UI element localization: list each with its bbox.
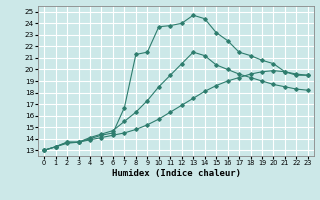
X-axis label: Humidex (Indice chaleur): Humidex (Indice chaleur) (111, 169, 241, 178)
